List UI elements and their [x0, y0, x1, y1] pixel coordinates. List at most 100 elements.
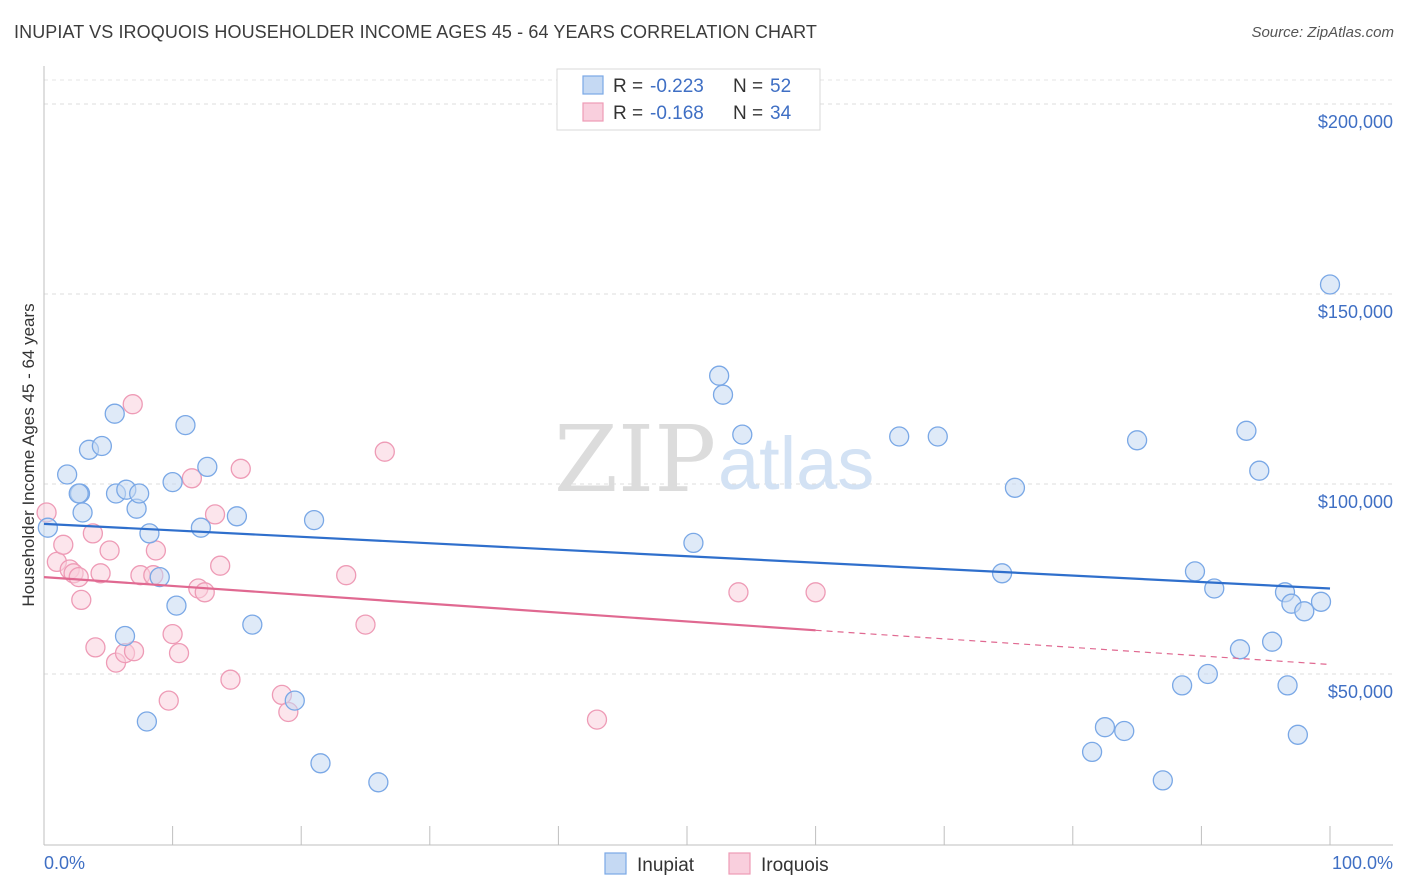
inupiat-point-4 — [91, 435, 113, 457]
iroquois-points — [36, 394, 826, 730]
inupiat-point-42 — [1197, 663, 1218, 685]
legend-n-value-2: 34 — [770, 103, 792, 124]
inupiat-point-36 — [1094, 717, 1116, 738]
inupiat-point-37 — [1114, 720, 1135, 742]
iroquois-point-13 — [122, 394, 143, 415]
source-label: Source: ZipAtlas.com — [1251, 24, 1394, 41]
legend-swatch-iroquois — [582, 102, 604, 122]
inupiat-point-18 — [162, 471, 183, 493]
iroquois-point-6 — [71, 589, 92, 611]
inupiat-point-46 — [1249, 460, 1270, 481]
iroquois-point-14 — [123, 641, 145, 662]
inupiat-point-22 — [242, 614, 263, 635]
iroquois-point-20 — [168, 642, 190, 664]
series-legend-label-inupiat: Inupiat — [637, 855, 695, 876]
x-tick-label-max: 100.0% — [1332, 853, 1393, 873]
inupiat-point-1 — [56, 464, 78, 485]
inupiat-point-0 — [37, 517, 59, 538]
series-legend-swatch-iroquois — [728, 852, 751, 875]
iroquois-point-35 — [805, 582, 826, 603]
inupiat-point-23 — [284, 690, 305, 711]
inupiat-points — [37, 274, 1341, 793]
watermark: ZIP atlas — [554, 406, 874, 513]
y-tick-labels: $50,000 $100,000 $150,000 $200,000 — [1318, 112, 1393, 702]
inupiat-point-17 — [197, 456, 218, 478]
inupiat-point-24 — [310, 753, 331, 774]
inupiat-point-39 — [1152, 770, 1173, 791]
iroquois-point-21 — [181, 468, 203, 489]
legend-r-key-1: R = — [613, 76, 643, 97]
inupiat-point-33 — [1004, 477, 1026, 498]
legend-r-value-2: -0.168 — [650, 103, 704, 124]
inupiat-point-14 — [166, 595, 187, 616]
inupiat-point-52 — [1294, 601, 1315, 622]
inupiat-point-11 — [129, 483, 150, 504]
iroquois-point-25 — [210, 555, 231, 576]
inupiat-point-32 — [927, 426, 948, 447]
iroquois-point-23 — [194, 582, 215, 603]
inupiat-point-26 — [368, 772, 389, 793]
y-tick-label-0: $50,000 — [1328, 682, 1393, 702]
y-tick-label-3: $200,000 — [1318, 112, 1393, 132]
iroquois-point-9 — [90, 563, 111, 584]
inupiat-point-25 — [303, 509, 325, 531]
inupiat-point-16 — [190, 517, 212, 538]
inupiat-point-19 — [114, 625, 136, 647]
iroquois-trend-extension — [815, 629, 1331, 666]
inupiat-point-41 — [1184, 561, 1206, 582]
inupiat-point-20 — [136, 711, 158, 732]
iroquois-point-19 — [162, 623, 183, 645]
iroquois-point-5 — [68, 566, 89, 588]
y-axis-label: Householder Income Ages 45 - 64 years — [19, 303, 38, 606]
iroquois-point-8 — [85, 637, 106, 658]
iroquois-point-30 — [336, 565, 357, 586]
iroquois-point-34 — [728, 582, 749, 603]
inupiat-point-47 — [1261, 631, 1283, 652]
iroquois-point-10 — [99, 540, 120, 561]
iroquois-point-33 — [586, 709, 608, 730]
inupiat-point-12 — [139, 523, 160, 544]
inupiat-point-7 — [104, 403, 125, 424]
inupiat-point-13 — [149, 566, 170, 588]
x-tick-labels: 0.0% 100.0% — [44, 853, 1393, 873]
inupiat-point-29 — [732, 424, 753, 445]
legend-n-key-2: N = — [733, 103, 763, 124]
axes — [43, 66, 1393, 846]
iroquois-point-2 — [53, 534, 74, 555]
inupiat-point-5 — [72, 502, 93, 523]
y-tick-label-1: $100,000 — [1318, 492, 1393, 512]
iroquois-point-32 — [374, 441, 395, 462]
iroquois-point-18 — [158, 690, 179, 711]
inupiat-point-15 — [175, 414, 196, 436]
inupiat-point-35 — [1081, 741, 1103, 763]
inupiat-point-28 — [712, 384, 734, 405]
iroquois-point-7 — [82, 523, 104, 544]
inupiat-point-38 — [1126, 430, 1148, 451]
legend-r-key-2: R = — [613, 103, 643, 124]
series-legend-swatch-inupiat — [604, 852, 627, 875]
iroquois-point-31 — [355, 614, 376, 635]
inupiat-point-27 — [709, 365, 730, 386]
inupiat-point-30 — [683, 532, 704, 554]
inupiat-point-6 — [68, 483, 89, 504]
iroquois-point-24 — [204, 504, 226, 525]
inupiat-point-31 — [889, 426, 910, 447]
iroquois-trend-line — [43, 576, 816, 632]
iroquois-point-26 — [220, 669, 241, 690]
correlation-legend: R = -0.223 N = 52 R = -0.168 N = 34 — [556, 68, 821, 131]
iroquois-point-27 — [230, 458, 251, 479]
x-tick-label-min: 0.0% — [44, 853, 85, 873]
inupiat-point-45 — [1229, 639, 1251, 660]
trend-lines — [43, 522, 1331, 666]
inupiat-point-40 — [1171, 675, 1193, 696]
legend-r-value-1: -0.223 — [650, 76, 704, 97]
y-tick-label-2: $150,000 — [1318, 302, 1393, 322]
legend-swatch-inupiat — [582, 75, 604, 95]
iroquois-point-17 — [145, 540, 167, 561]
legend-n-value-1: 52 — [770, 76, 791, 97]
inupiat-point-54 — [1319, 274, 1341, 295]
legend-n-key-1: N = — [733, 76, 763, 97]
series-legend-label-iroquois: Iroquois — [761, 855, 829, 876]
inupiat-point-53 — [1310, 591, 1332, 612]
